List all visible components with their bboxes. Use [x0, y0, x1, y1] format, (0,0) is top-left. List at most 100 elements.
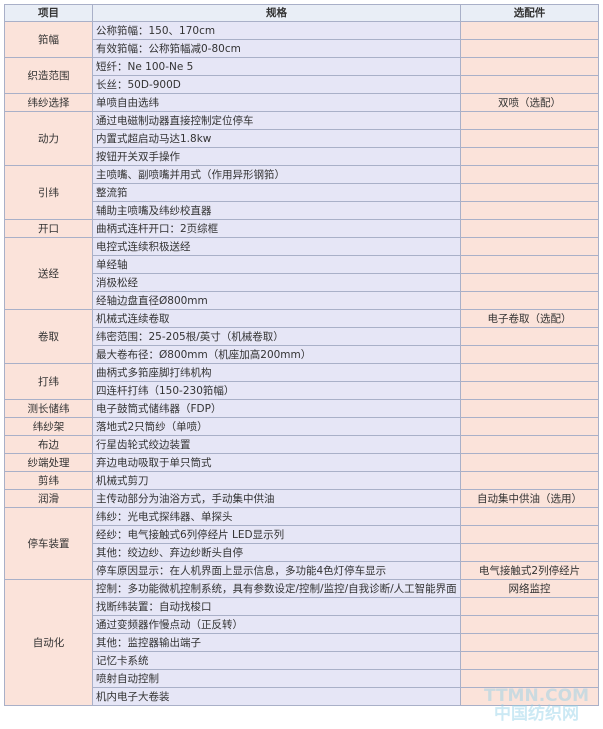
item-cell: 布边	[4, 435, 93, 454]
option-cell	[460, 651, 599, 670]
spec-cell: 机械式连续卷取	[92, 309, 461, 328]
table-row: 最大卷布径：Ø800mm（机座加高200mm）	[5, 345, 599, 364]
spec-cell: 弃边电动吸取于单只筒式	[92, 453, 461, 472]
option-cell	[460, 165, 599, 184]
watermark-site: TTMN.COM	[483, 686, 589, 706]
item-cell: 自动化	[4, 579, 93, 706]
item-cell: 开口	[4, 219, 93, 238]
option-cell	[460, 183, 599, 202]
option-cell	[460, 543, 599, 562]
spec-cell: 曲柄式连杆开口：2页综框	[92, 219, 461, 238]
spec-cell: 找断纬装置：自动找梭口	[92, 597, 461, 616]
table-row: 经纱：电气接触式6列停经片 LED显示列	[5, 525, 599, 544]
spec-cell: 有效筘幅：公称筘幅减0-80cm	[92, 39, 461, 58]
option-cell	[460, 57, 599, 76]
option-cell	[460, 597, 599, 616]
spec-cell: 公称筘幅：150、170cm	[92, 21, 461, 40]
table-row: 停车装置 纬纱：光电式探纬器、单探头	[4, 507, 599, 580]
spec-cell: 通过变频器作慢点动（正反转）	[92, 615, 461, 634]
spec-cell: 纬密范围：25-205根/英寸（机械卷取）	[92, 327, 461, 346]
spec-cell: 主传动部分为油浴方式，手动集中供油	[92, 489, 461, 508]
spec-cell: 经轴边盘直径Ø800mm	[92, 291, 461, 310]
table-row: 其他：绞边纱、弃边纱断头自停	[5, 543, 599, 562]
option-cell	[460, 39, 599, 58]
table-row: 纬密范围：25-205根/英寸（机械卷取）	[5, 327, 599, 346]
header-cell: 项目	[4, 4, 93, 22]
spec-cell: 最大卷布径：Ø800mm（机座加高200mm）	[92, 345, 461, 364]
table-row: 筘幅 公称筘幅：150、170cm	[4, 21, 599, 58]
spec-cell: 停车原因显示：在人机界面上显示信息，多功能4色灯停车显示	[92, 561, 461, 580]
option-cell	[460, 417, 599, 436]
item-cell: 织造范围	[4, 57, 93, 94]
table-row: 停车原因显示：在人机界面上显示信息，多功能4色灯停车显示 电气接触式2列停经片	[5, 561, 599, 580]
spec-cell: 曲柄式多筘座脚打纬机构	[92, 363, 461, 382]
table-row: 有效筘幅：公称筘幅减0-80cm	[5, 39, 599, 58]
spec-cell: 整流筘	[92, 183, 461, 202]
table-row: 织造范围 短纤：Ne 100-Ne 5	[4, 57, 599, 94]
option-cell	[460, 21, 599, 40]
option-cell	[460, 291, 599, 310]
table-row: 消极松经	[5, 273, 599, 292]
table-row: 自动化 控制：多功能微机控制系统，具有参数设定/控制/监控/自我诊断/人工智能界面…	[4, 579, 599, 706]
table-row: 经轴边盘直径Ø800mm	[5, 291, 599, 310]
spec-cell: 短纤：Ne 100-Ne 5	[92, 57, 461, 76]
spec-cell: 行星齿轮式绞边装置	[92, 435, 461, 454]
option-cell	[460, 399, 599, 418]
table-row: 剪纬 机械式剪刀	[4, 471, 599, 490]
table-row: 按钮开关双手操作	[5, 147, 599, 166]
option-cell	[460, 471, 599, 490]
item-cell: 筘幅	[4, 21, 93, 58]
watermark: TTMN.COM 中国纺织网	[484, 687, 589, 723]
table-row: 喷射自动控制	[5, 669, 599, 688]
item-cell: 纬纱架	[4, 417, 93, 436]
option-cell: 网络监控	[460, 579, 599, 598]
spec-cell: 其他：监控器输出端子	[92, 633, 461, 652]
option-cell: 双喷（选配）	[460, 93, 599, 112]
item-cell: 打纬	[4, 363, 93, 400]
item-cell: 纱端处理	[4, 453, 93, 472]
table-row: 辅助主喷嘴及纬纱校直器	[5, 201, 599, 220]
spec-cell: 内置式超启动马达1.8kw	[92, 129, 461, 148]
table-row: 纬纱架 落地式2只筒纱（单喷）	[4, 417, 599, 436]
spec-cell: 机械式剪刀	[92, 471, 461, 490]
option-cell	[460, 237, 599, 256]
item-cell: 停车装置	[4, 507, 93, 580]
option-cell	[460, 255, 599, 274]
spec-cell: 落地式2只筒纱（单喷）	[92, 417, 461, 436]
option-cell: 自动集中供油（选用）	[460, 489, 599, 508]
table-row: 整流筘	[5, 183, 599, 202]
option-cell	[460, 345, 599, 364]
option-cell	[460, 435, 599, 454]
table-row: 打纬 曲柄式多筘座脚打纬机构	[4, 363, 599, 400]
table-row: 动力 通过电磁制动器直接控制定位停车	[4, 111, 599, 166]
table-row: 润滑 主传动部分为油浴方式，手动集中供油 自动集中供油（选用）	[4, 489, 599, 508]
option-cell	[460, 273, 599, 292]
table-row: 四连杆打纬（150-230筘幅）	[5, 381, 599, 400]
spec-cell: 长丝：50D-900D	[92, 75, 461, 94]
spec-cell: 机内电子大卷装	[92, 687, 461, 706]
option-cell	[460, 687, 599, 706]
spec-cell: 喷射自动控制	[92, 669, 461, 688]
watermark-name: 中国纺织网	[493, 704, 579, 724]
table-row: 卷取 机械式连续卷取 电子卷取（选配）	[4, 309, 599, 364]
table-row: 记忆卡系统	[5, 651, 599, 670]
table-row: 通过变频器作慢点动（正反转）	[5, 615, 599, 634]
table-row: 引纬 主喷嘴、副喷嘴并用式（作用异形钢筘）	[4, 165, 599, 220]
table-row: 其他：监控器输出端子	[5, 633, 599, 652]
spec-cell: 按钮开关双手操作	[92, 147, 461, 166]
header-row: 项目 规格 选配件	[4, 4, 599, 22]
spec-table: 项目 规格 选配件 筘幅 公称筘幅：150、170cm 有效筘幅：公称筘幅减0-80…	[4, 4, 599, 706]
option-cell	[460, 219, 599, 238]
spec-cell: 消极松经	[92, 273, 461, 292]
spec-cell: 电子鼓筒式储纬器（FDP）	[92, 399, 461, 418]
option-cell	[460, 201, 599, 220]
option-cell	[460, 453, 599, 472]
table-row: 开口 曲柄式连杆开口：2页综框	[4, 219, 599, 238]
spec-cell: 其他：绞边纱、弃边纱断头自停	[92, 543, 461, 562]
option-cell	[460, 615, 599, 634]
table-row: 纱端处理 弃边电动吸取于单只筒式	[4, 453, 599, 472]
table-row: 送经 电控式连续积极送经	[4, 237, 599, 310]
